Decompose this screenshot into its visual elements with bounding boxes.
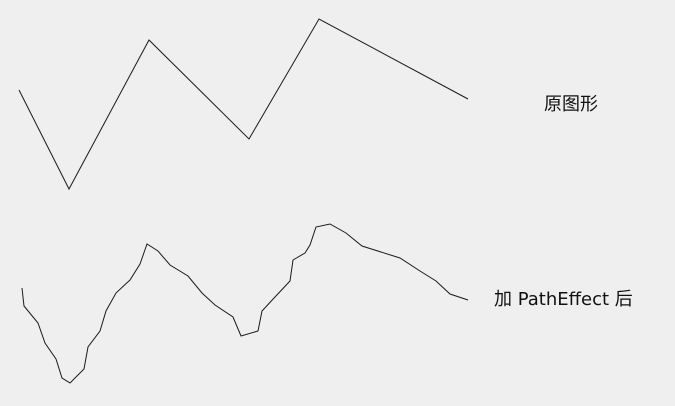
original-shape-label: 原图形	[544, 94, 598, 115]
original-path	[18, 18, 469, 191]
effect-path	[21, 223, 469, 384]
path-effect-label: 加 PathEffect 后	[494, 289, 633, 310]
